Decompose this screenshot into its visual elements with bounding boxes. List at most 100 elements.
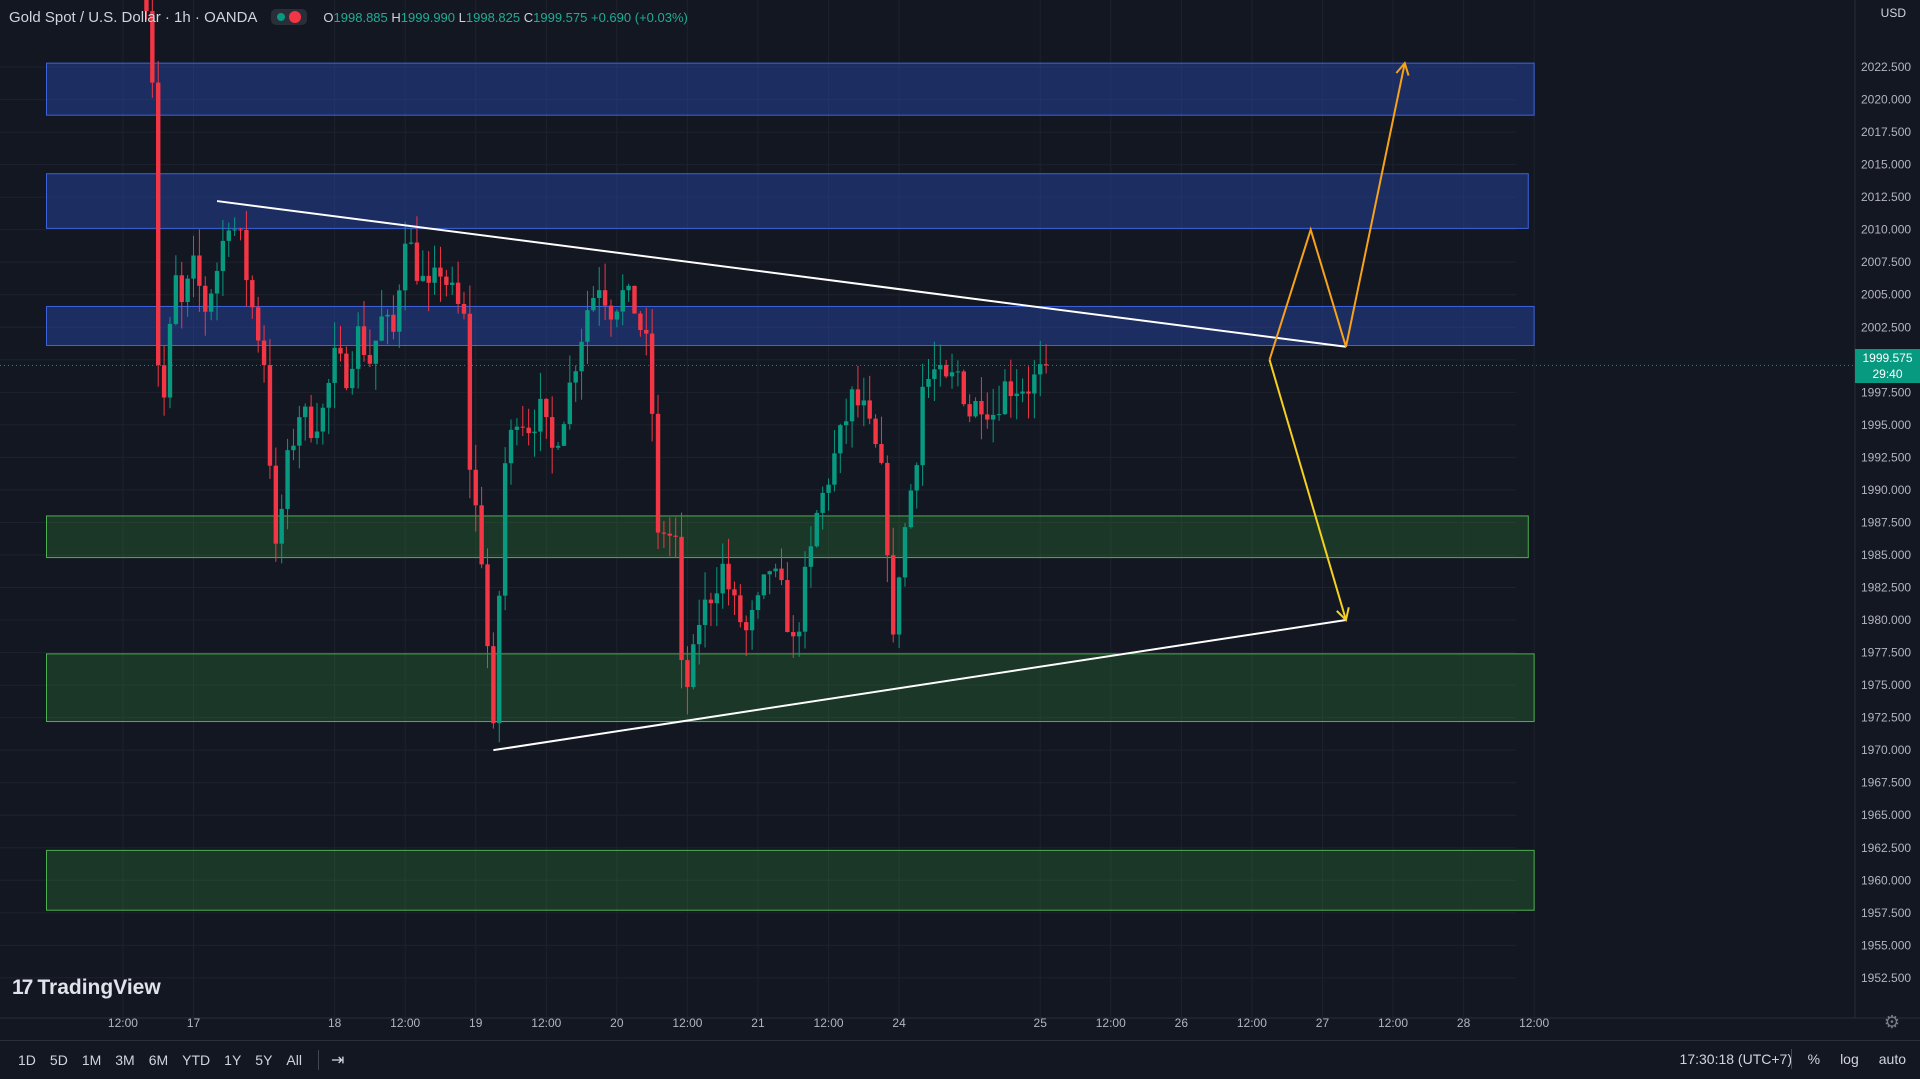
candle-body (926, 378, 931, 387)
price-tick-label: 1975.000 (1861, 678, 1911, 692)
price-tick-label: 1987.500 (1861, 515, 1911, 529)
candle-body (785, 580, 790, 633)
close-value: 1999.575 (533, 9, 588, 25)
candle-body (314, 431, 320, 439)
candle-body (996, 414, 1002, 416)
candle-body (544, 398, 549, 418)
price-zones (46, 62, 1535, 911)
date-range-buttons: 1D 5D 1M 3M 6M YTD 1Y 5Y All (12, 1048, 308, 1072)
resistance-zone-2 (46, 173, 1529, 229)
candle-body (843, 421, 849, 426)
close-label: C (523, 9, 534, 25)
candle-body (632, 285, 637, 314)
price-axis-background (1855, 0, 1920, 1018)
candle-body (985, 414, 990, 420)
support-zone-5 (46, 653, 1535, 723)
bullish-arrowhead-icon (1395, 61, 1410, 76)
range-button-5y[interactable]: 5Y (255, 1052, 273, 1068)
candle-body (232, 229, 237, 231)
trendline-1[interactable] (216, 200, 1347, 348)
day-tick-label: 18 (328, 1016, 342, 1030)
goto-date-icon[interactable]: ⇥ (330, 1052, 345, 1069)
last-price-value: 1999.575 (1862, 351, 1913, 365)
candle-body (691, 644, 696, 688)
price-tick-label: 1952.500 (1861, 971, 1911, 985)
auto-scale-toggle[interactable]: auto (1878, 1051, 1906, 1067)
price-tick-label: 2020.000 (1861, 93, 1911, 107)
range-button-1m[interactable]: 1M (81, 1052, 102, 1068)
low-label: L (458, 9, 466, 25)
trendline-2[interactable] (493, 619, 1347, 752)
open-label: O (323, 9, 334, 25)
time-tick-label: 12:00 (814, 1016, 844, 1030)
log-scale-toggle[interactable]: log (1840, 1051, 1859, 1067)
range-button-6m[interactable]: 6M (148, 1052, 169, 1068)
day-tick-label: 21 (751, 1016, 765, 1030)
price-tick-label: 1995.000 (1861, 418, 1911, 432)
candle-body (244, 229, 249, 281)
candle-body (203, 285, 208, 312)
candle-body (520, 426, 525, 428)
time-axis[interactable]: 12:00 17 18 12:00 19 12:00 20 12:00 21 12:00 24 25 1… (0, 1016, 1920, 1030)
range-button-1y[interactable]: 1Y (224, 1052, 242, 1068)
candle-body (455, 282, 461, 304)
price-tick-label: 1977.500 (1861, 646, 1911, 660)
clock-timezone[interactable]: 17:30:18 (UTC+7) (1679, 1051, 1792, 1067)
market-status-icon[interactable] (271, 9, 308, 25)
gear-icon[interactable]: ⚙ (1883, 1012, 1900, 1032)
candle-body (826, 484, 831, 493)
time-tick-label: 12:00 (1519, 1016, 1549, 1030)
candle-body (332, 347, 337, 383)
drawing-trendlines[interactable] (216, 200, 1347, 752)
candle-body (896, 577, 902, 635)
percent-scale-toggle[interactable]: % (1807, 1051, 1821, 1067)
range-button-all[interactable]: All (286, 1052, 302, 1068)
candle-body (891, 555, 896, 635)
bullish-projection-path[interactable] (1268, 62, 1406, 361)
price-axis[interactable]: 2022.500 2020.000 2017.500 2015.000 2012.500… (1854, 0, 1920, 1018)
candle-body (738, 595, 743, 623)
candle-body (420, 275, 426, 281)
tradingview-logo[interactable]: 17 TradingView (12, 976, 161, 1000)
range-button-5d[interactable]: 5D (49, 1052, 68, 1068)
price-tick-label: 1967.500 (1861, 776, 1911, 790)
currency-selector[interactable]: USD (1880, 6, 1906, 20)
candle-body (532, 431, 537, 434)
time-tick-label: 12:00 (1378, 1016, 1408, 1030)
day-tick-label: 26 (1175, 1016, 1189, 1030)
price-tick-label: 2007.500 (1861, 255, 1911, 269)
chart-grid (0, 0, 1535, 1018)
candle-body (585, 310, 590, 342)
day-tick-label: 20 (610, 1016, 624, 1030)
candle-body (308, 406, 314, 439)
candle-body (491, 646, 496, 724)
candle-body (549, 417, 555, 448)
candle-body (573, 371, 578, 383)
candle-body (644, 329, 649, 334)
candle-body (450, 282, 455, 285)
candle-body (338, 347, 343, 354)
candle-body (702, 599, 708, 625)
day-tick-label: 17 (187, 1016, 201, 1030)
range-button-ytd[interactable]: YTD (182, 1052, 211, 1068)
candle-body (438, 267, 443, 277)
candle-body (879, 444, 884, 463)
candle-body (185, 278, 190, 303)
tradingview-logo-text: TradingView (37, 976, 161, 999)
range-button-1d[interactable]: 1D (18, 1052, 36, 1068)
projection-paths[interactable] (1268, 61, 1410, 623)
range-button-3m[interactable]: 3M (115, 1052, 135, 1068)
candle-body (761, 574, 767, 596)
candle-body (820, 492, 825, 513)
candle-body (408, 242, 414, 244)
candle-body (855, 389, 861, 406)
candle-body (949, 372, 955, 377)
bearish-projection-path[interactable] (1268, 359, 1347, 621)
candle-body (849, 389, 855, 422)
candle-body (767, 571, 772, 575)
price-tick-label: 1955.000 (1861, 938, 1911, 952)
candle-body (608, 305, 614, 320)
candle-body (402, 243, 408, 291)
symbol-title[interactable]: Gold Spot / U.S. Dollar · 1h · OANDA (9, 8, 258, 26)
